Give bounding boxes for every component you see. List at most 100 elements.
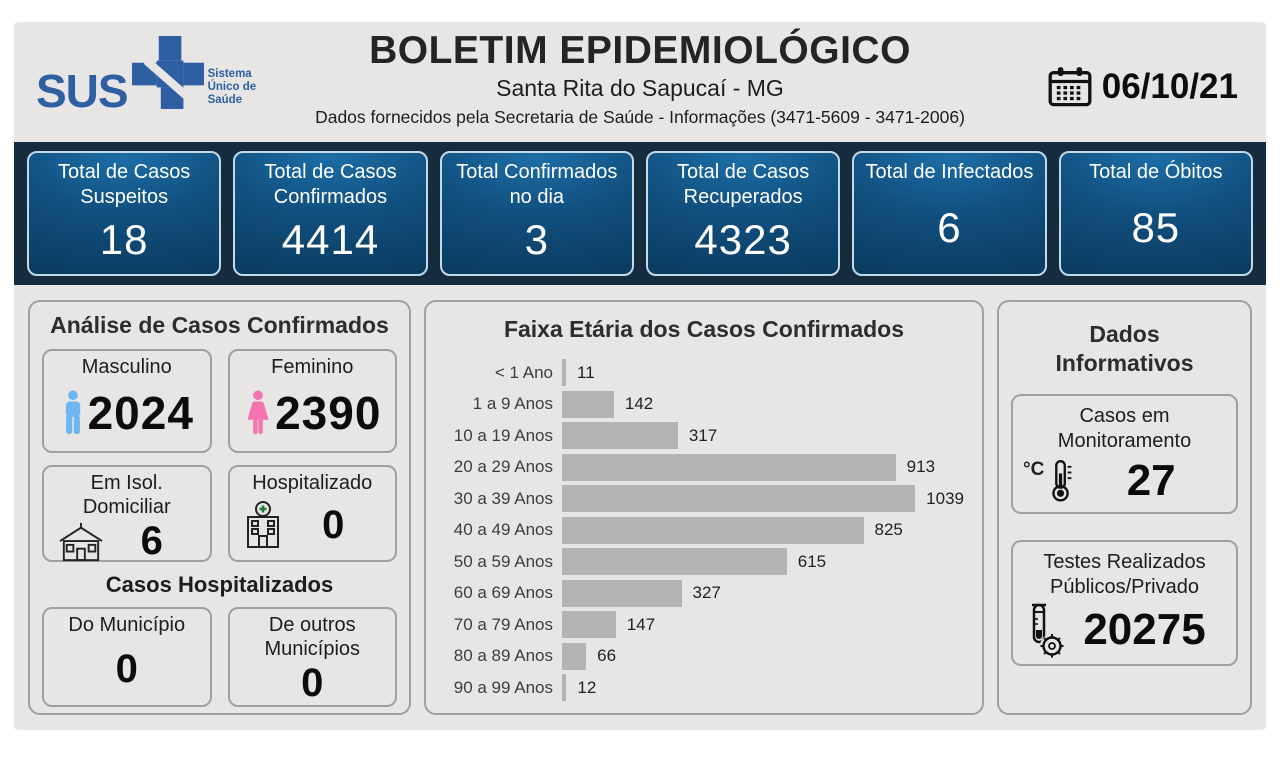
stat-card-obitos: Total de Óbitos 85 [1058, 151, 1253, 276]
female-card: Feminino 2390 [227, 349, 397, 453]
sus-logo-text: SUS [36, 65, 129, 117]
page-title: BOLETIM EPIDEMIOLÓGICO [369, 29, 911, 72]
chart-category-label: 10 a 19 Anos [453, 425, 553, 445]
hospitalized-label: Hospitalizado [252, 472, 373, 494]
calendar-icon [1048, 67, 1092, 107]
hospital-icon [246, 500, 279, 548]
stat-label: Total de Infectados [865, 161, 1034, 183]
stat-card-confirmados-dia: Total Confirmados no dia 3 [439, 151, 634, 276]
municipality-value: 0 [115, 646, 138, 691]
chart-bar [562, 422, 678, 450]
chart-category-label: 1 a 9 Anos [472, 394, 553, 414]
other-municipalities-label: De outros Municípios [264, 614, 361, 660]
info-panel: Dados Informativos Casos em Monitorament… [997, 300, 1252, 715]
sus-cross-icon [131, 36, 204, 109]
sus-logo: SUS Sistema Único de Saúde [36, 36, 268, 114]
celsius-label: °C [1023, 458, 1045, 480]
house-icon [59, 522, 103, 561]
title-block: BOLETIM EPIDEMIOLÓGICO Santa Rita do Sap… [264, 29, 1016, 128]
chart-row: 10 a 19 Anos 317 [444, 420, 964, 452]
male-card: Masculino 2024 [42, 349, 212, 453]
age-bar-chart: < 1 Ano 11 1 a 9 Anos 142 10 a 19 Anos 3… [444, 357, 964, 704]
chart-value-label: 327 [692, 583, 721, 603]
info-line: Dados fornecidos pela Secretaria de Saúd… [315, 106, 965, 127]
chart-category-label: 60 a 69 Anos [453, 583, 553, 603]
isolation-label: Em Isol. Domiciliar [82, 472, 171, 518]
chart-bar [562, 548, 787, 576]
tests-value: 20275 [1083, 604, 1206, 654]
chart-value-label: 615 [797, 551, 827, 571]
chart-row: 1 a 9 Anos 142 [444, 389, 964, 421]
header: SUS Sistema Único de Saúde BOLETIM EPIDE… [14, 22, 1266, 142]
other-municipalities-value: 0 [301, 661, 324, 705]
male-icon [65, 390, 80, 435]
chart-value-label: 825 [874, 520, 903, 540]
bulletin-dashboard: SUS Sistema Único de Saúde BOLETIM EPIDE… [14, 22, 1266, 730]
municipality-card: Do Município 0 [42, 607, 212, 707]
stat-card-recuperados: Total de Casos Recuperados 4323 [645, 151, 841, 276]
isolation-card: Em Isol. Domiciliar 6 [42, 465, 212, 563]
chart-category-label: 20 a 29 Anos [453, 457, 553, 477]
stat-card-suspeitos: Total de Casos Suspeitos 18 [27, 151, 222, 276]
other-municipalities-card: De outros Municípios 0 [227, 607, 397, 707]
stat-card-confirmados: Total de Casos Confirmados 4414 [233, 151, 428, 276]
chart-value-label: 12 [577, 677, 597, 697]
testtube-virus-icon [1032, 603, 1064, 658]
age-chart-panel: Faixa Etária dos Casos Confirmados < 1 A… [424, 300, 984, 715]
isolation-value: 6 [140, 519, 163, 563]
chart-row: 60 a 69 Anos 327 [444, 578, 964, 610]
chart-value-label: 913 [906, 457, 936, 477]
sus-logo-tagline: Sistema Único de Saúde [207, 68, 257, 107]
chart-value-label: 147 [626, 614, 656, 634]
tests-label: Testes Realizados Públicos/Privado [1043, 550, 1206, 598]
chart-bar [562, 611, 616, 639]
stat-value: 4323 [694, 216, 792, 263]
hospital-section-title: Casos Hospitalizados [105, 572, 334, 597]
main-content: Análise de Casos Confirmados Masculino 2… [14, 285, 1266, 715]
info-panel-title: Dados Informativos [1055, 321, 1194, 376]
stat-label: Total de Óbitos [1089, 161, 1223, 183]
female-value: 2390 [275, 387, 382, 439]
stat-label: Total Confirmados no dia [456, 161, 618, 208]
stat-value: 6 [937, 203, 962, 251]
stats-bar: Total de Casos Suspeitos 18 Total de Cas… [14, 142, 1266, 285]
chart-value-label: 142 [624, 394, 654, 414]
chart-row: 50 a 59 Anos 615 [444, 546, 964, 578]
chart-bar [562, 390, 614, 418]
chart-category-label: 50 a 59 Anos [453, 551, 553, 571]
chart-bar [562, 453, 896, 481]
chart-category-label: 80 a 89 Anos [453, 646, 553, 666]
chart-bar [562, 674, 567, 702]
chart-category-label: 70 a 79 Anos [453, 614, 553, 634]
chart-category-label: 90 a 99 Anos [453, 677, 553, 697]
stat-label: Total de Casos Confirmados [264, 161, 397, 208]
monitoring-value: 27 [1126, 455, 1176, 505]
chart-value-label: 66 [597, 646, 617, 666]
stat-label: Total de Casos Suspeitos [58, 161, 191, 208]
stat-label: Total de Casos Recuperados [677, 161, 810, 208]
stat-card-infectados: Total de Infectados 6 [852, 151, 1047, 276]
chart-bar [562, 642, 587, 670]
analysis-title: Análise de Casos Confirmados [50, 312, 389, 338]
page-subtitle: Santa Rita do Sapucaí - MG [496, 74, 784, 101]
thermometer-icon [1052, 459, 1072, 502]
chart-row: < 1 Ano 11 [444, 357, 964, 389]
hospitalized-value: 0 [322, 503, 345, 547]
male-label: Masculino [81, 356, 172, 378]
report-date: 06/10/21 [1101, 67, 1238, 106]
stat-value: 18 [99, 216, 149, 263]
female-icon [247, 390, 269, 435]
chart-row: 70 a 79 Anos 147 [444, 609, 964, 641]
chart-bar [562, 579, 682, 607]
chart-bar [562, 516, 864, 544]
hospitalized-card: Hospitalizado 0 [227, 465, 397, 562]
female-label: Feminino [271, 356, 354, 378]
chart-row: 20 a 29 Anos 913 [444, 452, 964, 484]
stat-value: 4414 [281, 216, 380, 263]
stat-value: 3 [524, 216, 549, 263]
monitoring-card: Casos em Monitoramento °C [1011, 393, 1238, 514]
chart-category-label: < 1 Ano [494, 362, 553, 382]
chart-row: 40 a 49 Anos 825 [444, 515, 964, 547]
chart-row: 30 a 39 Anos 1039 [444, 483, 964, 515]
date-block: 06/10/21 [1048, 66, 1238, 108]
